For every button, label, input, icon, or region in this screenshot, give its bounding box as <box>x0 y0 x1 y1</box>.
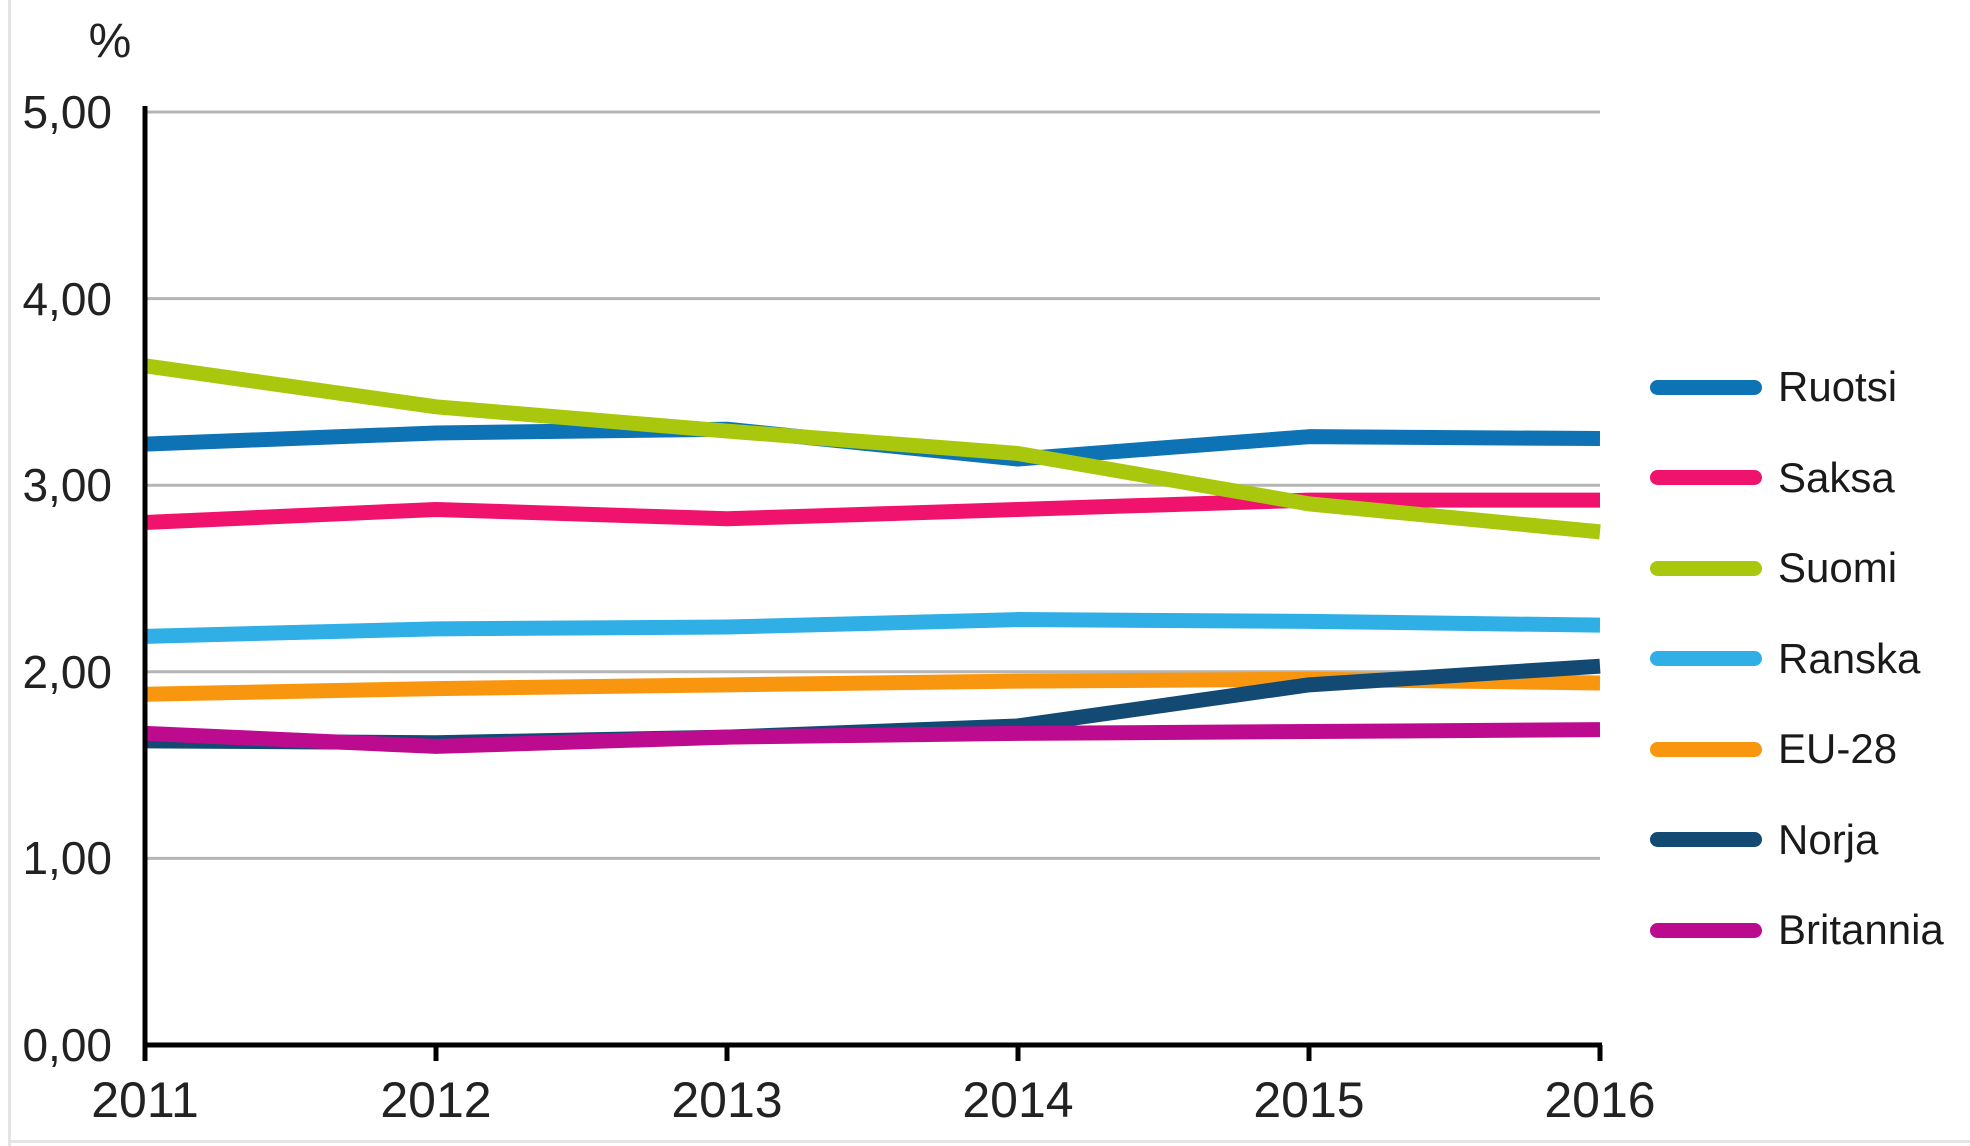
legend-label-saksa: Saksa <box>1778 453 1895 501</box>
y-axis-unit-label: % <box>88 15 132 68</box>
legend-label-suomi: Suomi <box>1778 544 1898 591</box>
legend-item-suomi: Suomi <box>1650 545 1897 591</box>
series-line-saksa <box>144 492 1600 531</box>
legend-label-eu-28: EU-28 <box>1778 725 1898 772</box>
legend-item-norja: Norja <box>1650 815 1879 863</box>
legend-swatch-ruotsi <box>1650 379 1762 395</box>
y-tick-label-4,00: 4,00 <box>22 272 112 325</box>
legend-label-norja: Norja <box>1778 815 1879 863</box>
x-tick-label-2013: 2013 <box>671 1072 783 1128</box>
y-tick-label-0,00: 0,00 <box>22 1019 112 1071</box>
legend-swatch-saksa <box>1650 470 1762 485</box>
legend-item-ruotsi: Ruotsi <box>1650 364 1897 410</box>
x-tick-label-2012: 2012 <box>380 1072 492 1128</box>
legend-item-saksa: Saksa <box>1650 453 1895 501</box>
y-tick-label-1,00: 1,00 <box>22 832 112 885</box>
frame-bottom-edge <box>8 1140 1970 1143</box>
legend-label-ruotsi: Ruotsi <box>1778 363 1898 410</box>
legend-swatch-britannia <box>1650 922 1762 938</box>
legend-swatch-suomi <box>1650 560 1762 576</box>
legend-item-britannia: Britannia <box>1650 907 1944 953</box>
series-line-ranska <box>144 612 1601 644</box>
legend-swatch-eu-28 <box>1650 741 1762 757</box>
y-tick-label-3,00: 3,00 <box>22 459 112 512</box>
x-tick-label-2014: 2014 <box>962 1072 1074 1128</box>
legend-swatch-ranska <box>1650 651 1762 666</box>
series-line-britannia <box>144 722 1601 754</box>
legend-item-eu-28: EU-28 <box>1650 726 1897 772</box>
x-tick-label-2015: 2015 <box>1253 1072 1365 1128</box>
series-line-suomi <box>143 358 1601 540</box>
legend-label-britannia: Britannia <box>1778 906 1944 953</box>
x-tick-label-2016: 2016 <box>1544 1072 1656 1128</box>
frame-left-edge <box>8 0 11 1146</box>
legend-swatch-norja <box>1650 832 1762 847</box>
legend-item-ranska: Ranska <box>1650 634 1921 682</box>
legend-label-ranska: Ranska <box>1778 634 1921 682</box>
y-tick-label-5,00: 5,00 <box>22 86 112 138</box>
y-tick-label-2,00: 2,00 <box>22 645 112 698</box>
x-tick-label-2011: 2011 <box>91 1072 199 1128</box>
